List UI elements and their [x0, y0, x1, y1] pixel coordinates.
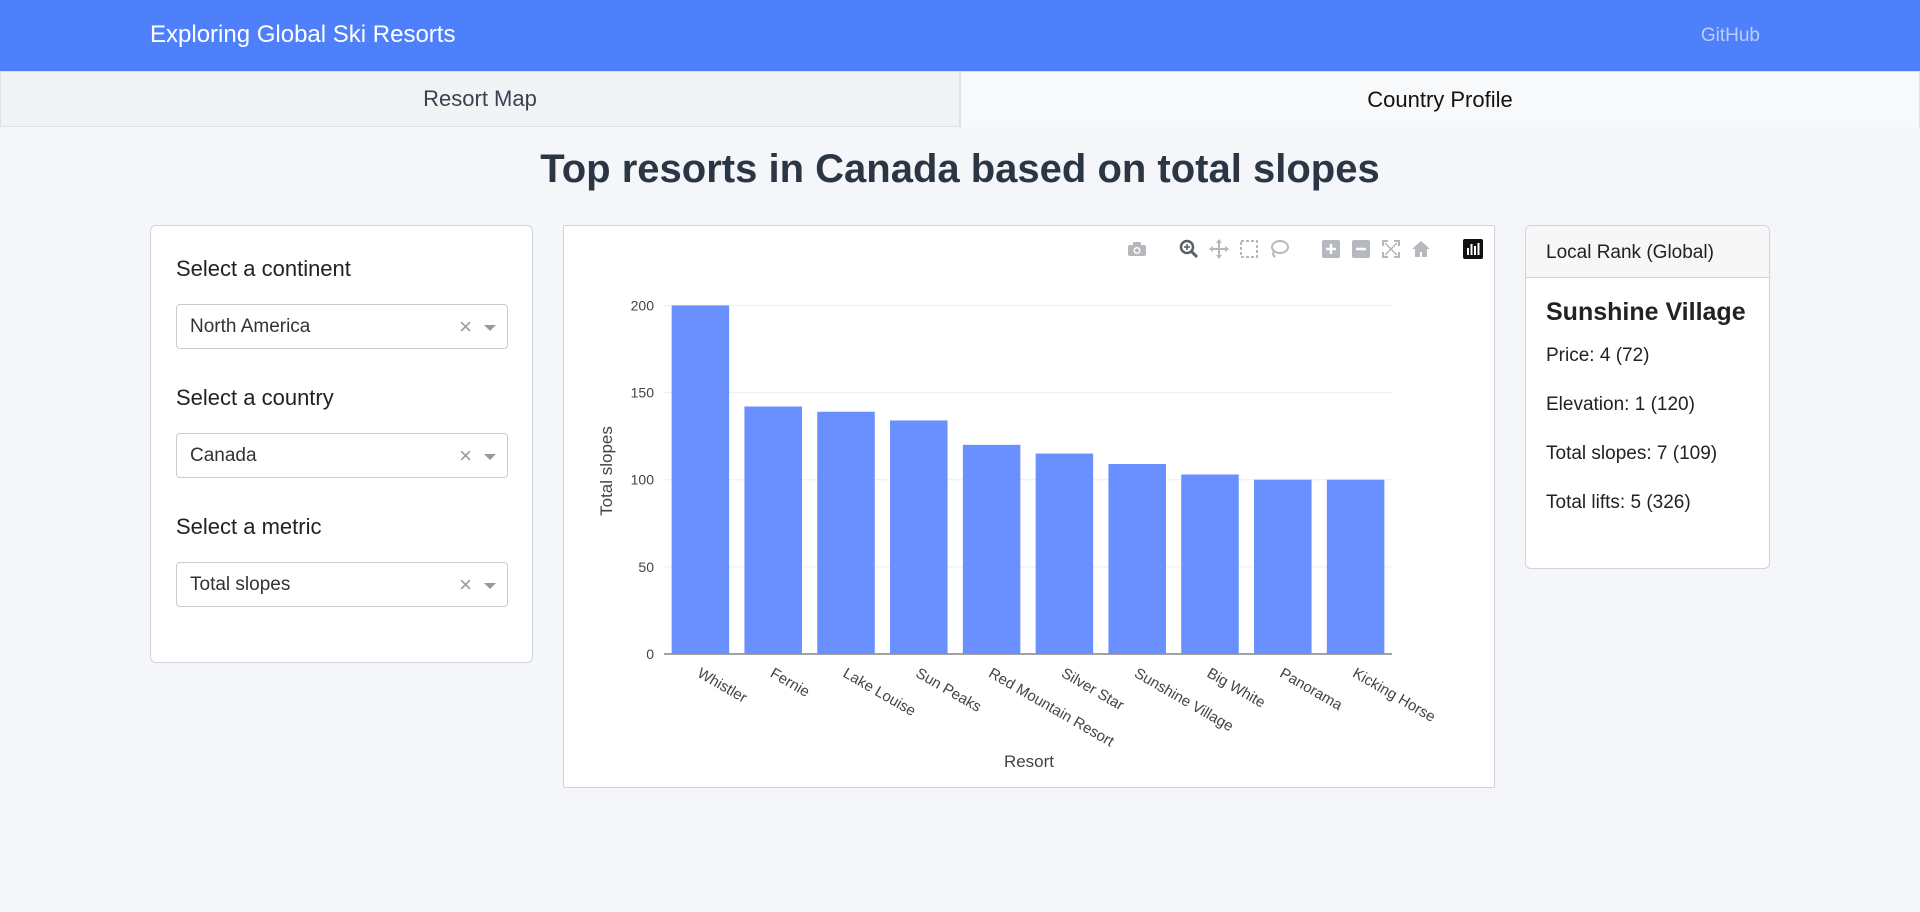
- chevron-down-icon[interactable]: [484, 325, 496, 331]
- x-tick-label: Kicking Horse: [1350, 665, 1439, 726]
- rank-panel: Local Rank (Global) Sunshine Village Pri…: [1525, 225, 1770, 569]
- bar[interactable]: [744, 406, 802, 654]
- camera-icon[interactable]: [1126, 238, 1148, 260]
- rank-total-lifts: Total lifts: 5 (326): [1546, 492, 1691, 513]
- bar[interactable]: [817, 411, 875, 654]
- x-tick-label: Panorama: [1277, 665, 1346, 715]
- clear-icon[interactable]: ×: [459, 443, 472, 468]
- y-tick-label: 100: [631, 472, 655, 488]
- chevron-down-icon[interactable]: [484, 454, 496, 460]
- continent-label: Select a continent: [176, 256, 351, 281]
- chevron-down-icon[interactable]: [484, 583, 496, 589]
- metric-value: Total slopes: [190, 574, 291, 595]
- rank-price: Price: 4 (72): [1546, 345, 1650, 366]
- page-title: Top resorts in Canada based on total slo…: [540, 147, 1380, 191]
- controls-panel: Select a continent North America × Selec…: [150, 225, 533, 663]
- y-tick-label: 50: [638, 559, 654, 575]
- bar[interactable]: [1254, 479, 1312, 654]
- rank-elevation: Elevation: 1 (120): [1546, 394, 1695, 415]
- lasso-select-icon[interactable]: [1268, 238, 1290, 260]
- rank-resort-name: Sunshine Village: [1546, 298, 1746, 326]
- x-tick-label: Fernie: [767, 665, 812, 701]
- country-label: Select a country: [176, 385, 334, 410]
- bar[interactable]: [890, 420, 948, 654]
- y-tick-label: 200: [631, 297, 655, 313]
- bar[interactable]: [962, 444, 1021, 654]
- rank-total-slopes: Total slopes: 7 (109): [1546, 443, 1718, 464]
- continent-value: North America: [190, 316, 311, 337]
- zoom-in-icon[interactable]: [1320, 238, 1342, 260]
- x-tick-label: Big White: [1204, 665, 1268, 712]
- tab-resort-map[interactable]: Resort Map: [0, 71, 960, 127]
- y-axis-title: Total slopes: [597, 426, 616, 516]
- metric-dropdown[interactable]: Total slopes ×: [176, 562, 508, 607]
- x-tick-label: Red Mountain Resort: [986, 665, 1118, 751]
- autoscale-icon[interactable]: [1380, 238, 1402, 260]
- zoom-icon[interactable]: [1178, 238, 1200, 260]
- bar[interactable]: [1326, 479, 1385, 654]
- brand-title[interactable]: Exploring Global Ski Resorts: [150, 21, 456, 48]
- bar[interactable]: [1035, 453, 1094, 654]
- zoom-out-icon[interactable]: [1350, 238, 1372, 260]
- x-tick-label: Whistler: [694, 665, 749, 707]
- bar[interactable]: [671, 305, 730, 654]
- clear-icon[interactable]: ×: [459, 314, 472, 339]
- metric-label: Select a metric: [176, 514, 322, 539]
- chart-panel: 0 50 100 150 200 Whistler Fernie Lake Louise Sun…: [563, 225, 1495, 788]
- continent-dropdown[interactable]: North America ×: [176, 304, 508, 349]
- x-tick-label: Sun Peaks: [913, 665, 984, 716]
- bar-chart[interactable]: 0 50 100 150 200 Whistler Fernie Lake LouiseSun…: [564, 226, 1494, 787]
- y-tick-label: 0: [646, 646, 654, 662]
- plotly-logo-icon[interactable]: [1462, 238, 1484, 260]
- y-tick-label: 150: [631, 385, 655, 401]
- tab-bar: Resort Map Country Profile: [0, 71, 1920, 127]
- x-tick-label: Lake Louise: [840, 665, 919, 720]
- reset-axes-icon[interactable]: [1410, 238, 1432, 260]
- country-dropdown[interactable]: Canada ×: [176, 433, 508, 478]
- github-link[interactable]: GitHub: [1700, 25, 1760, 46]
- navbar: Exploring Global Ski Resorts GitHub: [0, 0, 1920, 71]
- box-select-icon[interactable]: [1238, 238, 1260, 260]
- x-axis-title: Resort: [1004, 752, 1054, 771]
- tab-country-profile[interactable]: Country Profile: [960, 71, 1920, 127]
- rank-header: Local Rank (Global): [1526, 226, 1769, 278]
- country-value: Canada: [190, 445, 257, 466]
- modebar: [1126, 238, 1484, 260]
- bar[interactable]: [1181, 474, 1239, 654]
- clear-icon[interactable]: ×: [459, 572, 472, 597]
- bar[interactable]: [1108, 464, 1166, 654]
- pan-icon[interactable]: [1208, 238, 1230, 260]
